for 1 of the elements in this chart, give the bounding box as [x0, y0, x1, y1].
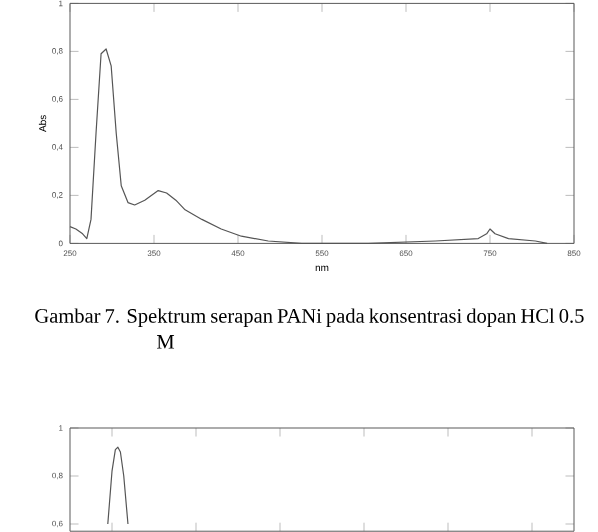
text: Gambar 7. Spektrum serapan PANi pada konsentrasi dopan HCl 0.5 M [35, 308, 584, 349]
